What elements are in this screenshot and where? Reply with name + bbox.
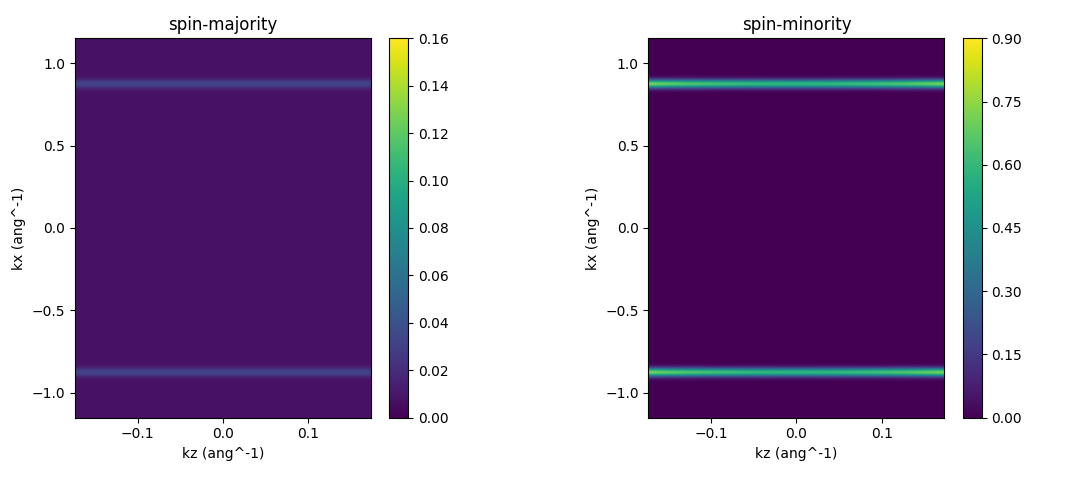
Y-axis label: kx (ang^-1): kx (ang^-1) [585,186,599,270]
X-axis label: kz (ang^-1): kz (ang^-1) [756,447,837,461]
Title: spin-majority: spin-majority [168,16,278,34]
Y-axis label: kx (ang^-1): kx (ang^-1) [12,186,26,270]
Title: spin-minority: spin-minority [742,16,851,34]
X-axis label: kz (ang^-1): kz (ang^-1) [182,447,264,461]
